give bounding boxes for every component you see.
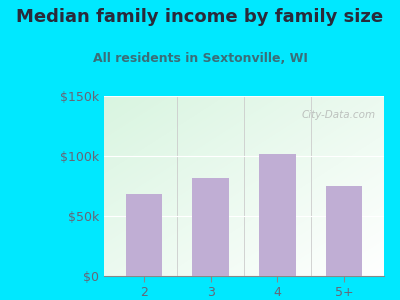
Text: Median family income by family size: Median family income by family size [16,8,384,26]
Text: All residents in Sextonville, WI: All residents in Sextonville, WI [92,52,308,65]
Bar [326,186,362,276]
Text: City-Data.com: City-Data.com [302,110,376,120]
Bar [192,178,229,276]
Bar [259,154,296,276]
Bar [126,194,162,276]
